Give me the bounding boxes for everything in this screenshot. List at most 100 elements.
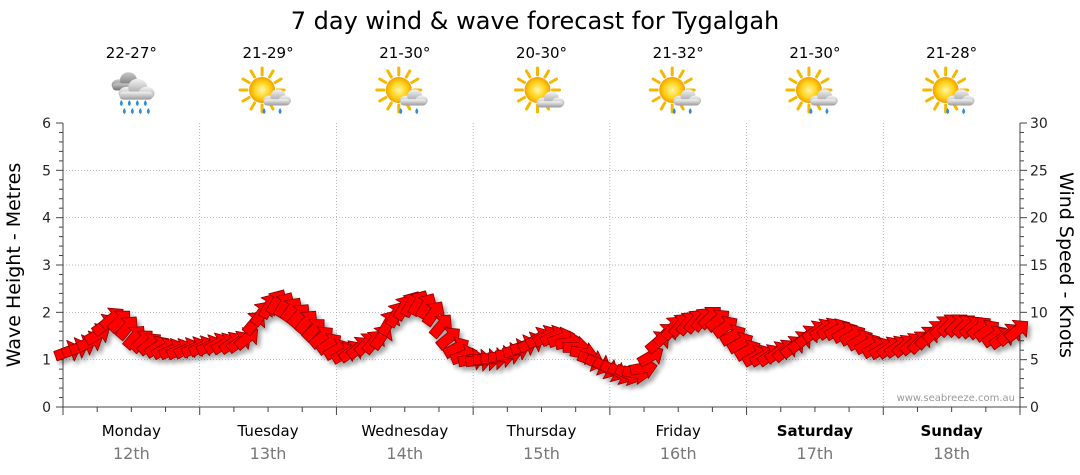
wind-arrow <box>435 327 460 351</box>
watermark: www.seabreeze.com.au <box>897 393 1015 404</box>
sun-ray <box>925 77 935 84</box>
sun-shower-icon <box>785 66 838 114</box>
sun-ray <box>386 101 393 111</box>
sun-ray <box>548 77 559 84</box>
left-tick-label: 0 <box>42 400 51 416</box>
day-temperature: 21-30° <box>789 44 840 62</box>
sun-ray <box>796 101 803 111</box>
wind-arrows <box>53 289 1029 386</box>
day-date-label: 15th <box>523 444 560 463</box>
raindrop <box>672 108 676 114</box>
raindrop <box>278 108 282 114</box>
cloud-base <box>947 99 974 106</box>
raindrop <box>130 108 134 114</box>
day-date-label: 16th <box>660 444 697 463</box>
sun-ray <box>249 101 257 111</box>
sun-ray <box>241 96 251 103</box>
cloud-base <box>673 99 700 106</box>
cloud-base <box>537 101 564 108</box>
raindrop <box>809 108 813 114</box>
left-axis: 0 1 2 3 4 5 6 <box>42 116 63 416</box>
sun-ray <box>249 69 257 79</box>
right-tick-label: 10 <box>1030 305 1048 321</box>
day-name-label: Friday <box>655 422 701 440</box>
day-name-label: Saturday <box>777 422 854 440</box>
left-axis-title: Wave Height - Metres <box>3 163 25 367</box>
sun-ray <box>659 101 667 111</box>
sun-shower-icon <box>238 66 291 114</box>
left-tick-label: 6 <box>42 116 51 132</box>
day-temperature: 20-30° <box>516 44 567 62</box>
sun-ray <box>268 69 275 79</box>
sun-ray <box>525 101 532 111</box>
day-temperature: 21-32° <box>653 44 704 62</box>
day-name-label: Tuesday <box>237 422 299 440</box>
rain-cloud-icon <box>111 72 155 114</box>
day-date-label: 18th <box>933 444 970 463</box>
right-tick-label: 20 <box>1030 211 1048 227</box>
sun-ray <box>820 77 830 84</box>
raindrop <box>962 108 966 114</box>
day-temperature: 22-27° <box>106 44 157 62</box>
cloud-base <box>400 99 427 106</box>
day-date-label: 12th <box>113 444 150 463</box>
wind-arrow <box>114 316 138 342</box>
sun-ray <box>678 69 685 79</box>
sun-ray <box>683 77 693 84</box>
sun-ray <box>378 96 388 103</box>
wind-arrow <box>421 301 445 328</box>
day-labels: Monday 12th Tuesday 13th Wednesday 14th Thursd… <box>62 407 1021 463</box>
raindrop <box>825 108 829 114</box>
sun-ray <box>651 77 661 84</box>
day-date-label: 13th <box>250 444 287 463</box>
sun-ray <box>957 77 967 84</box>
sun-ray <box>273 77 283 84</box>
sun-ray <box>386 69 393 79</box>
sun-ray <box>659 69 667 79</box>
sun-ray <box>788 77 798 84</box>
day-forecast-header: 22-27° 21-29° 21-30° 20-30° 21-32° 21-30° 21-2… <box>106 44 977 114</box>
right-axis: 0 5 10 15 20 25 30 <box>1020 116 1048 416</box>
left-tick-label: 5 <box>42 163 51 179</box>
raindrop <box>399 108 403 114</box>
chart-title: 7 day wind & wave forecast for Tygalgah <box>291 7 780 35</box>
day-date-label: 14th <box>386 444 423 463</box>
raindrop <box>135 100 139 106</box>
wind-arrow <box>1003 319 1029 344</box>
day-temperature: 21-28° <box>926 44 977 62</box>
right-tick-label: 25 <box>1030 163 1048 179</box>
sun-ray <box>241 77 251 84</box>
sun-disc <box>524 77 551 103</box>
raindrop <box>262 108 266 114</box>
raindrop <box>119 100 123 106</box>
sun-ray <box>404 69 412 79</box>
day-date-label: 17th <box>797 444 834 463</box>
sun-ray <box>651 96 661 103</box>
sun-shower-icon <box>648 66 702 114</box>
left-tick-label: 3 <box>42 258 51 274</box>
sun-ray <box>788 96 798 103</box>
day-temperature: 21-30° <box>379 44 430 62</box>
raindrop <box>127 100 131 106</box>
day-name-label: Thursday <box>506 422 577 440</box>
sun-ray <box>951 69 959 79</box>
sun-ray <box>933 101 940 111</box>
right-tick-label: 15 <box>1030 258 1048 274</box>
cloud-base <box>119 91 153 100</box>
wind-arrow <box>428 314 452 340</box>
raindrop <box>143 100 147 106</box>
sun-ray <box>543 69 550 79</box>
left-tick-label: 1 <box>42 353 51 369</box>
cloud-base <box>263 99 290 106</box>
raindrop <box>138 108 142 114</box>
sun-ray <box>925 96 935 103</box>
sun-ray <box>378 77 388 84</box>
left-tick-label: 4 <box>42 211 51 227</box>
grid <box>63 123 1020 407</box>
sun-ray <box>525 69 532 79</box>
partly-cloudy-icon <box>514 66 565 114</box>
right-tick-label: 5 <box>1030 353 1039 369</box>
raindrop <box>146 108 150 114</box>
raindrop <box>415 108 419 114</box>
